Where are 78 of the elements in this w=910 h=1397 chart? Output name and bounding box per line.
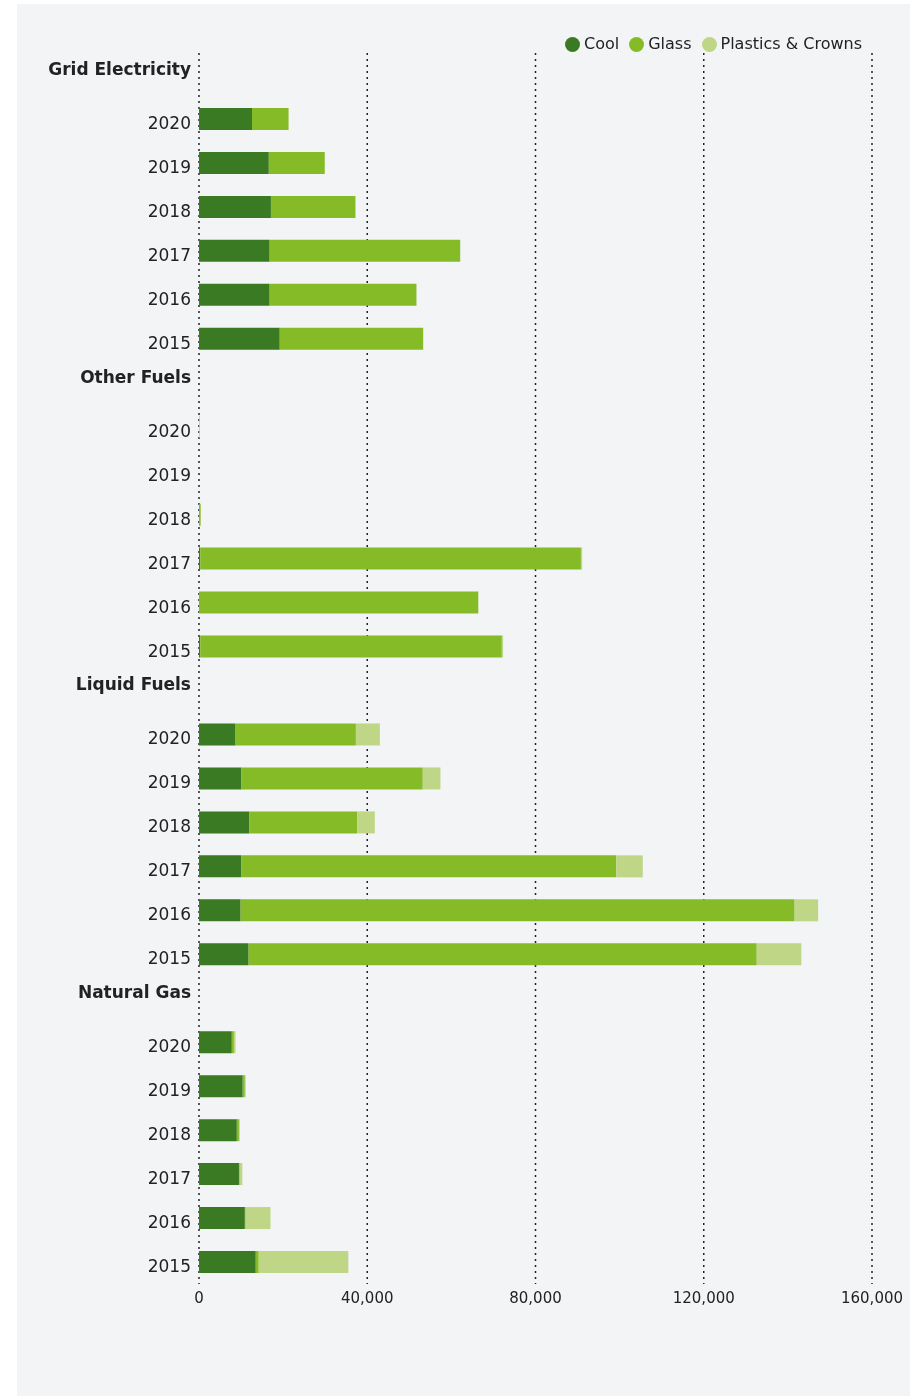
bar xyxy=(199,151,269,174)
legend-label: Cool xyxy=(583,34,620,53)
legend-label: Plastics & Crowns xyxy=(720,34,862,53)
bar xyxy=(794,899,819,922)
y-tick-label: 2019 xyxy=(147,156,191,177)
bar xyxy=(258,1251,349,1274)
y-tick-label: 2017 xyxy=(147,1168,191,1189)
bar xyxy=(199,107,252,130)
y-tick-label: 2018 xyxy=(147,1124,191,1145)
bar xyxy=(199,1119,237,1142)
y-tick-label: 2019 xyxy=(147,464,191,485)
bar xyxy=(199,943,249,966)
bar xyxy=(422,767,441,790)
bar xyxy=(270,195,356,218)
bar xyxy=(355,723,380,746)
y-tick-label: 2017 xyxy=(147,244,191,265)
y-tick-label: 2018 xyxy=(147,508,191,529)
bar xyxy=(199,239,270,262)
y-tick-label: 2016 xyxy=(147,596,191,617)
bar xyxy=(199,1207,245,1230)
y-tick-label: 2018 xyxy=(147,816,191,837)
bar xyxy=(241,767,423,790)
y-tick-label: Natural Gas xyxy=(77,982,191,1003)
y-tick-label: 2020 xyxy=(147,1036,191,1057)
y-tick-label: 2016 xyxy=(147,1212,191,1233)
y-tick-label: 2017 xyxy=(147,552,191,573)
bar xyxy=(199,195,271,218)
y-tick-label: Liquid Fuels xyxy=(75,674,191,695)
bar xyxy=(248,943,757,966)
y-tick-label: 2015 xyxy=(147,332,191,353)
bar xyxy=(199,327,280,350)
bar xyxy=(199,1251,256,1274)
bar xyxy=(199,767,242,790)
y-tick-label: 2015 xyxy=(147,1256,191,1277)
y-tick-label: 2020 xyxy=(147,728,191,749)
x-tick-label: 80,000 xyxy=(509,1288,562,1307)
bar xyxy=(255,1251,259,1274)
bar xyxy=(199,899,241,922)
bar xyxy=(245,1207,271,1230)
bar xyxy=(241,855,617,878)
y-tick-label: 2018 xyxy=(147,200,191,221)
y-tick-label: 2020 xyxy=(147,420,191,441)
bar xyxy=(200,547,581,570)
y-tick-label: 2015 xyxy=(147,948,191,969)
bar xyxy=(252,107,289,130)
x-tick-label: 160,000 xyxy=(840,1288,904,1307)
y-tick-label: 2016 xyxy=(147,288,191,309)
bar xyxy=(249,811,358,834)
bar xyxy=(199,591,479,614)
x-tick-label: 0 xyxy=(194,1288,204,1307)
x-tick-label: 120,000 xyxy=(672,1288,735,1307)
legend-label: Glass xyxy=(648,34,692,53)
bar xyxy=(199,1163,239,1186)
y-tick-label: 2017 xyxy=(147,860,191,881)
y-tick-label: 2016 xyxy=(147,904,191,925)
bar xyxy=(357,811,375,834)
y-tick-label: Other Fuels xyxy=(80,366,191,387)
y-tick-label: 2020 xyxy=(147,112,191,133)
y-tick-label: 2019 xyxy=(147,772,191,793)
bar xyxy=(235,723,356,746)
bar xyxy=(199,1031,232,1054)
bar xyxy=(200,635,502,658)
bar xyxy=(199,723,236,746)
y-tick-label: Grid Electricity xyxy=(48,58,191,79)
bar xyxy=(268,151,325,174)
bar xyxy=(199,283,270,306)
bar xyxy=(269,239,461,262)
bar xyxy=(279,327,424,350)
y-tick-label: 2015 xyxy=(147,640,191,661)
bar xyxy=(199,1075,243,1098)
x-tick-label: 40,000 xyxy=(341,1288,394,1307)
bar xyxy=(616,855,643,878)
bar xyxy=(756,943,802,966)
bar xyxy=(199,855,242,878)
bar xyxy=(269,283,417,306)
y-tick-label: 2019 xyxy=(147,1080,191,1101)
bar xyxy=(240,899,795,922)
bar xyxy=(199,811,250,834)
